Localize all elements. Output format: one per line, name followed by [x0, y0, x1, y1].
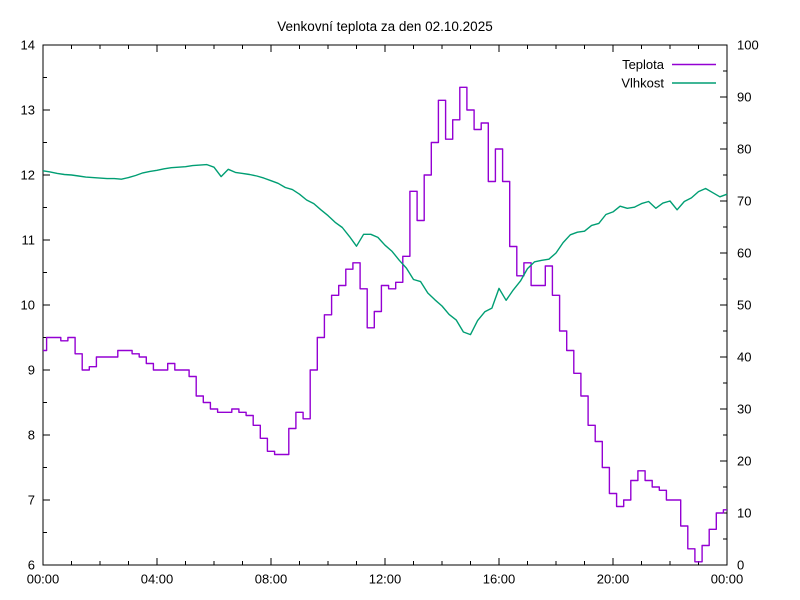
- x-tick-label: 04:00: [141, 572, 174, 587]
- y-axis-right-ticks: [720, 44, 727, 566]
- y-right-tick-label: 70: [737, 194, 751, 209]
- y-left-tick-label: 9: [28, 363, 35, 378]
- y-right-tick-label: 20: [737, 454, 751, 469]
- y-left-tick-label: 13: [21, 103, 35, 118]
- y-right-tick-label: 50: [737, 298, 751, 313]
- tick-labels: 00:00 04:00 08:00 12:00 16:00 20:00 00:00 6 7 8 9…: [21, 38, 759, 587]
- legend-label-vlhkost: Vlhkost: [621, 76, 664, 91]
- y-right-tick-label: 0: [737, 558, 744, 573]
- vlhkost-series-line: [42, 163, 728, 336]
- y-left-tick-label: 11: [22, 233, 36, 248]
- legend-label-teplota: Teplota: [622, 57, 665, 72]
- y-right-tick-label: 100: [737, 38, 759, 53]
- y-axis-left-labels: 6 7 8 9 10 11 12 13 14: [21, 38, 35, 573]
- y-right-tick-label: 60: [737, 246, 751, 261]
- x-tick-label: 08:00: [255, 572, 288, 587]
- y-right-tick-label: 90: [737, 90, 751, 105]
- x-tick-label: 12:00: [369, 572, 402, 587]
- y-right-tick-label: 80: [737, 142, 751, 157]
- y-right-tick-label: 10: [737, 506, 751, 521]
- y-right-tick-label: 30: [737, 402, 751, 417]
- y-left-tick-label: 12: [21, 168, 35, 183]
- y-left-tick-label: 14: [21, 38, 35, 53]
- y-left-tick-label: 6: [28, 558, 35, 573]
- x-tick-label: 00:00: [711, 572, 744, 587]
- plot-border: [42, 44, 728, 566]
- x-axis-labels: 00:00 04:00 08:00 12:00 16:00 20:00 00:00: [27, 572, 744, 587]
- y-left-tick-label: 7: [28, 493, 35, 508]
- y-left-tick-label: 10: [21, 298, 35, 313]
- y-axis-left-ticks: [43, 44, 50, 566]
- y-left-tick-label: 8: [28, 428, 35, 443]
- axes: [42, 44, 728, 566]
- chart-title: Venkovní teplota za den 02.10.2025: [277, 19, 492, 34]
- y-right-tick-label: 40: [737, 350, 751, 365]
- x-tick-label: 20:00: [597, 572, 630, 587]
- teplota-series-line: [43, 86, 727, 563]
- x-tick-label: 16:00: [483, 572, 516, 587]
- x-axis-ticks: [42, 45, 728, 565]
- y-axis-right-labels: 0 10 20 30 40 50 60 70 80 90 100: [737, 38, 759, 573]
- x-tick-label: 00:00: [27, 572, 60, 587]
- legend: Teplota Vlhkost: [621, 57, 716, 91]
